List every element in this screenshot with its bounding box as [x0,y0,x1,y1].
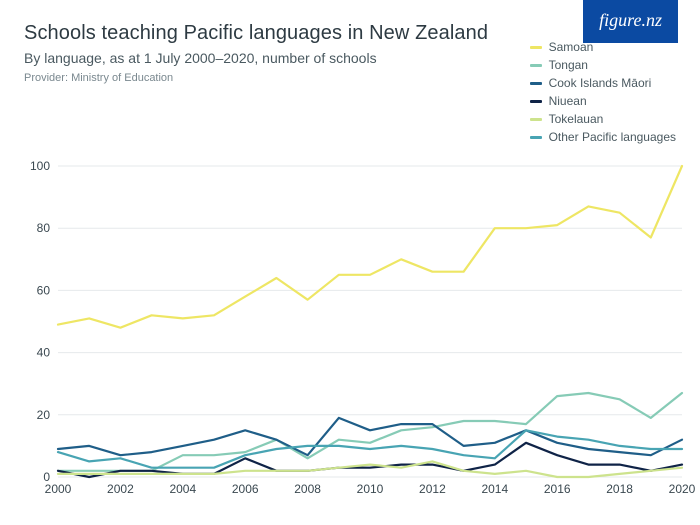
legend-item: Tongan [530,58,676,72]
chart-area: 0204060801002000200220042006200820102012… [24,160,686,497]
svg-text:40: 40 [37,346,51,360]
legend-label: Niuean [549,94,587,108]
legend-item: Samoan [530,40,676,54]
svg-text:2008: 2008 [294,482,321,496]
legend-label: Other Pacific languages [549,130,676,144]
legend-swatch [530,64,542,67]
svg-text:2012: 2012 [419,482,446,496]
legend-label: Samoan [549,40,594,54]
svg-text:2000: 2000 [45,482,72,496]
svg-text:80: 80 [37,221,51,235]
legend-swatch [530,46,542,49]
svg-text:100: 100 [30,159,50,173]
series-line [58,166,682,328]
legend-label: Cook Islands Māori [549,76,652,90]
svg-text:2016: 2016 [544,482,571,496]
series-line [58,393,682,471]
legend-item: Tokelauan [530,112,676,126]
chart-legend: Samoan Tongan Cook Islands Māori Niuean Toke… [530,40,676,144]
legend-swatch [530,118,542,121]
svg-text:20: 20 [37,408,51,422]
svg-text:2020: 2020 [669,482,696,496]
legend-item: Cook Islands Māori [530,76,676,90]
legend-swatch [530,100,542,103]
svg-text:2004: 2004 [169,482,196,496]
legend-swatch [530,82,542,85]
legend-item: Niuean [530,94,676,108]
line-chart: 0204060801002000200220042006200820102012… [24,160,686,497]
svg-text:2010: 2010 [357,482,384,496]
svg-text:2014: 2014 [481,482,508,496]
svg-text:2018: 2018 [606,482,633,496]
svg-text:2002: 2002 [107,482,134,496]
legend-label: Tokelauan [549,112,604,126]
legend-label: Tongan [549,58,588,72]
svg-text:2006: 2006 [232,482,259,496]
legend-item: Other Pacific languages [530,130,676,144]
legend-swatch [530,136,542,139]
svg-text:60: 60 [37,283,51,297]
figurenz-logo: figure.nz [583,0,678,43]
